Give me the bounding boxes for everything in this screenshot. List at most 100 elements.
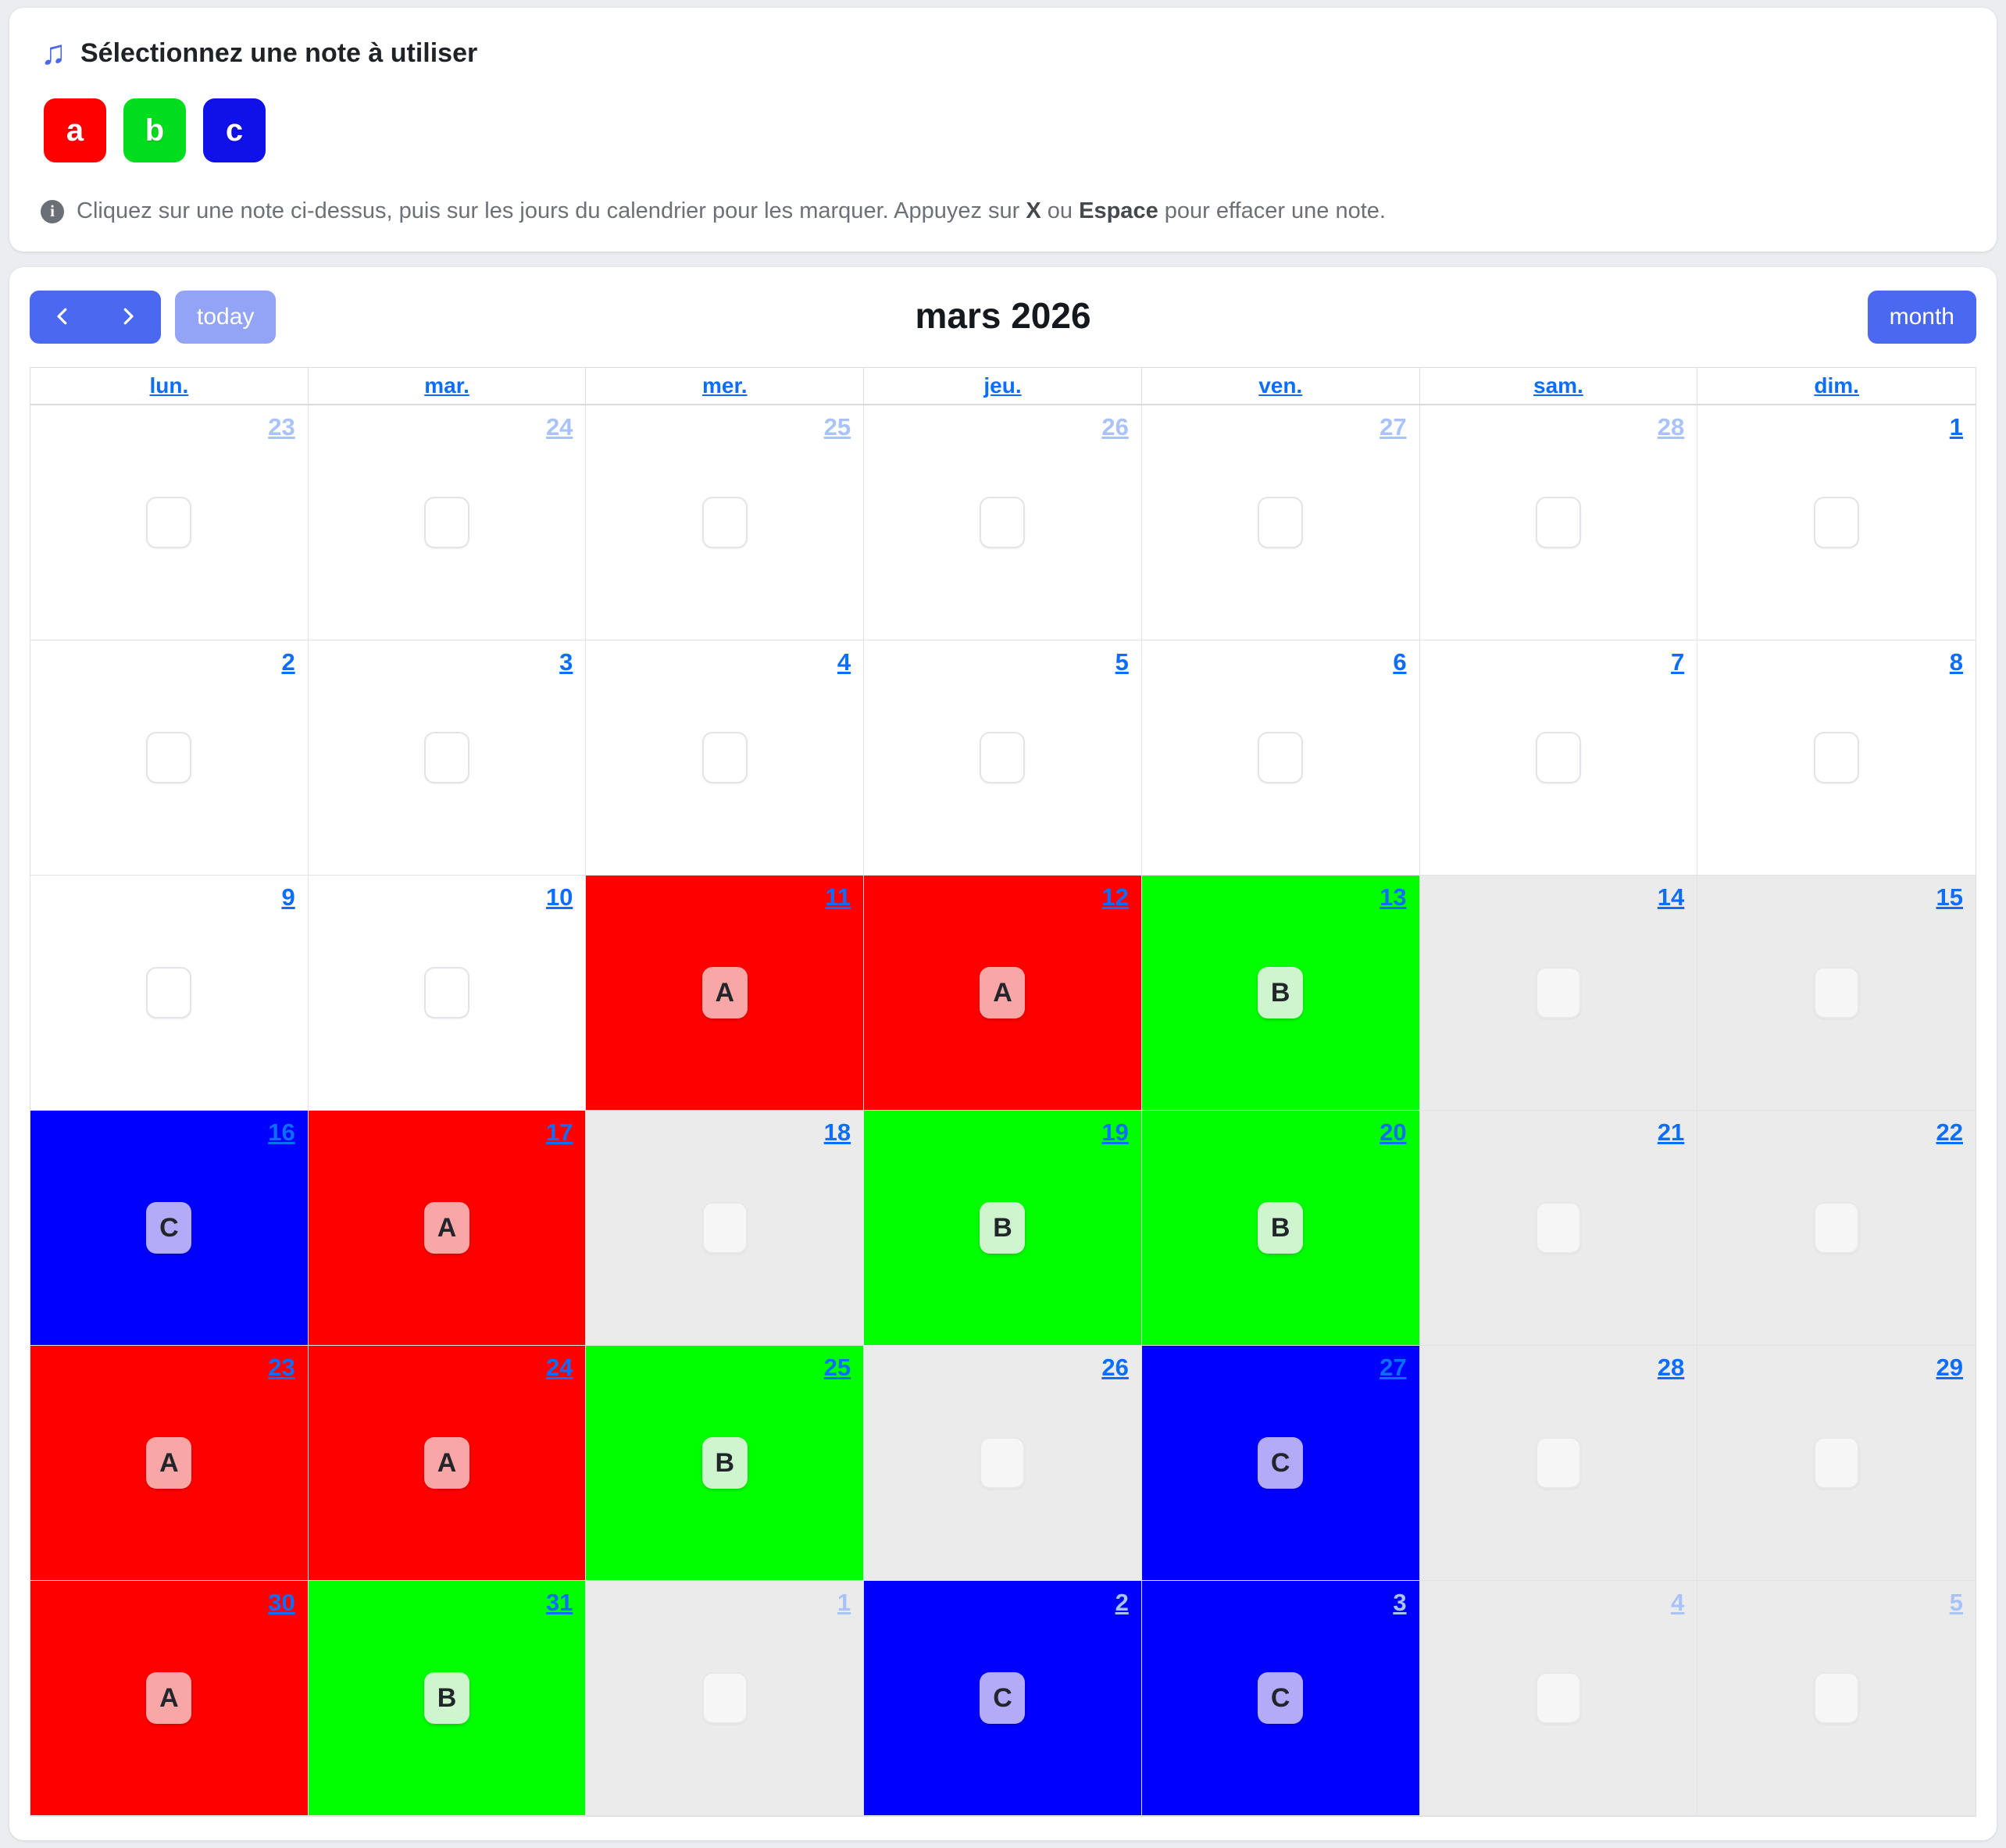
day-cell[interactable]: 26 — [864, 405, 1142, 640]
day-cell[interactable]: 13 B — [1141, 876, 1420, 1111]
day-number-link[interactable]: 8 — [1949, 648, 1963, 676]
weekday-link[interactable]: jeu. — [983, 373, 1022, 398]
day-cell[interactable]: 8 — [1697, 640, 1976, 876]
day-cell[interactable]: 9 — [30, 876, 309, 1111]
day-cell[interactable]: 2 — [30, 640, 309, 876]
day-cell[interactable]: 19 B — [864, 1111, 1142, 1346]
day-number-link[interactable]: 7 — [1671, 648, 1685, 676]
day-number-link[interactable]: 22 — [1936, 1118, 1963, 1146]
day-cell[interactable]: 25 — [586, 405, 865, 640]
day-cell[interactable]: 26 — [864, 1346, 1142, 1581]
day-number-link[interactable]: 26 — [1101, 1354, 1129, 1381]
day-cell[interactable]: 5 — [864, 640, 1142, 876]
day-number-link[interactable]: 3 — [1393, 1589, 1407, 1616]
day-cell[interactable]: 12 A — [864, 876, 1142, 1111]
day-number-link[interactable]: 27 — [1380, 1354, 1407, 1381]
day-number-link[interactable]: 12 — [1101, 883, 1129, 911]
day-cell[interactable]: 28 — [1419, 1346, 1698, 1581]
day-number-link[interactable]: 29 — [1936, 1354, 1963, 1381]
day-cell[interactable]: 18 — [586, 1111, 865, 1346]
day-number-link[interactable]: 2 — [281, 648, 295, 676]
day-number-link[interactable]: 28 — [1657, 413, 1685, 441]
day-number-link[interactable]: 9 — [281, 883, 295, 911]
day-cell[interactable]: 4 — [1419, 1581, 1698, 1816]
day-cell[interactable]: 1 — [586, 1581, 865, 1816]
note-button-b[interactable]: b — [123, 98, 186, 162]
day-number-link[interactable]: 28 — [1657, 1354, 1685, 1381]
day-number-link[interactable]: 4 — [837, 648, 851, 676]
day-cell[interactable]: 15 — [1697, 876, 1976, 1111]
day-number-link[interactable]: 11 — [825, 883, 851, 911]
day-number-link[interactable]: 31 — [545, 1589, 573, 1616]
day-number-link[interactable]: 1 — [1949, 413, 1963, 441]
day-number-link[interactable]: 23 — [268, 413, 295, 441]
day-number-link[interactable]: 26 — [1101, 413, 1129, 441]
day-cell[interactable]: 21 — [1419, 1111, 1698, 1346]
day-number-link[interactable]: 10 — [545, 883, 573, 911]
day-number-link[interactable]: 25 — [823, 413, 851, 441]
day-number-link[interactable]: 5 — [1115, 648, 1129, 676]
day-cell[interactable]: 30 A — [30, 1581, 309, 1816]
day-cell[interactable]: 6 — [1141, 640, 1420, 876]
day-number-link[interactable]: 27 — [1380, 413, 1407, 441]
today-button[interactable]: today — [175, 291, 277, 344]
day-number-link[interactable]: 5 — [1949, 1589, 1963, 1616]
day-number-link[interactable]: 2 — [1115, 1589, 1129, 1616]
day-cell[interactable]: 23 — [30, 405, 309, 640]
day-cell[interactable]: 29 — [1697, 1346, 1976, 1581]
day-number-link[interactable]: 4 — [1671, 1589, 1685, 1616]
day-number-link[interactable]: 23 — [268, 1354, 295, 1381]
next-month-button[interactable] — [95, 291, 161, 344]
day-cell[interactable]: 3 — [308, 640, 587, 876]
day-cell[interactable]: 25 B — [586, 1346, 865, 1581]
day-cell[interactable]: 23 A — [30, 1346, 309, 1581]
day-number-link[interactable]: 14 — [1657, 883, 1685, 911]
day-cell[interactable]: 17 A — [308, 1111, 587, 1346]
weekday-link[interactable]: dim. — [1814, 373, 1859, 398]
day-cell[interactable]: 27 — [1141, 405, 1420, 640]
day-number-link[interactable]: 6 — [1393, 648, 1407, 676]
day-number-link[interactable]: 18 — [823, 1118, 851, 1146]
day-cell[interactable]: 28 — [1419, 405, 1698, 640]
day-number-link[interactable]: 24 — [545, 1354, 573, 1381]
day-number-link[interactable]: 24 — [545, 413, 573, 441]
day-cell[interactable]: 7 — [1419, 640, 1698, 876]
day-number-link[interactable]: 17 — [545, 1118, 573, 1146]
prev-month-button[interactable] — [30, 291, 95, 344]
day-number-link[interactable]: 20 — [1380, 1118, 1407, 1146]
day-cell[interactable]: 1 — [1697, 405, 1976, 640]
note-chip-wrap: A — [586, 876, 863, 1110]
day-cell[interactable]: 10 — [308, 876, 587, 1111]
note-button-c[interactable]: c — [203, 98, 266, 162]
day-cell[interactable]: 4 — [586, 640, 865, 876]
day-cell[interactable]: 14 — [1419, 876, 1698, 1111]
day-number-link[interactable]: 3 — [559, 648, 573, 676]
day-number-link[interactable]: 19 — [1101, 1118, 1129, 1146]
day-cell[interactable]: 20 B — [1141, 1111, 1420, 1346]
month-view-button[interactable]: month — [1867, 291, 1976, 344]
day-cell[interactable]: 24 A — [308, 1346, 587, 1581]
weekday-link[interactable]: sam. — [1533, 373, 1583, 398]
day-cell[interactable]: 11 A — [586, 876, 865, 1111]
weekday-link[interactable]: ven. — [1258, 373, 1303, 398]
day-number-link[interactable]: 13 — [1380, 883, 1407, 911]
day-cell[interactable]: 31 B — [308, 1581, 587, 1816]
day-number-link[interactable]: 30 — [268, 1589, 295, 1616]
day-number-link[interactable]: 15 — [1936, 883, 1963, 911]
note-chip-wrap: A — [864, 876, 1141, 1110]
note-button-a[interactable]: a — [44, 98, 106, 162]
day-number-link[interactable]: 21 — [1657, 1118, 1685, 1146]
day-cell[interactable]: 5 — [1697, 1581, 1976, 1816]
weekday-link[interactable]: mar. — [424, 373, 469, 398]
day-number-link[interactable]: 16 — [268, 1118, 295, 1146]
weekday-link[interactable]: mer. — [701, 373, 748, 398]
weekday-link[interactable]: lun. — [149, 373, 189, 398]
day-cell[interactable]: 27 C — [1141, 1346, 1420, 1581]
day-number-link[interactable]: 25 — [823, 1354, 851, 1381]
day-cell[interactable]: 22 — [1697, 1111, 1976, 1346]
day-cell[interactable]: 16 C — [30, 1111, 309, 1346]
day-cell[interactable]: 24 — [308, 405, 587, 640]
day-number-link[interactable]: 1 — [837, 1589, 851, 1616]
